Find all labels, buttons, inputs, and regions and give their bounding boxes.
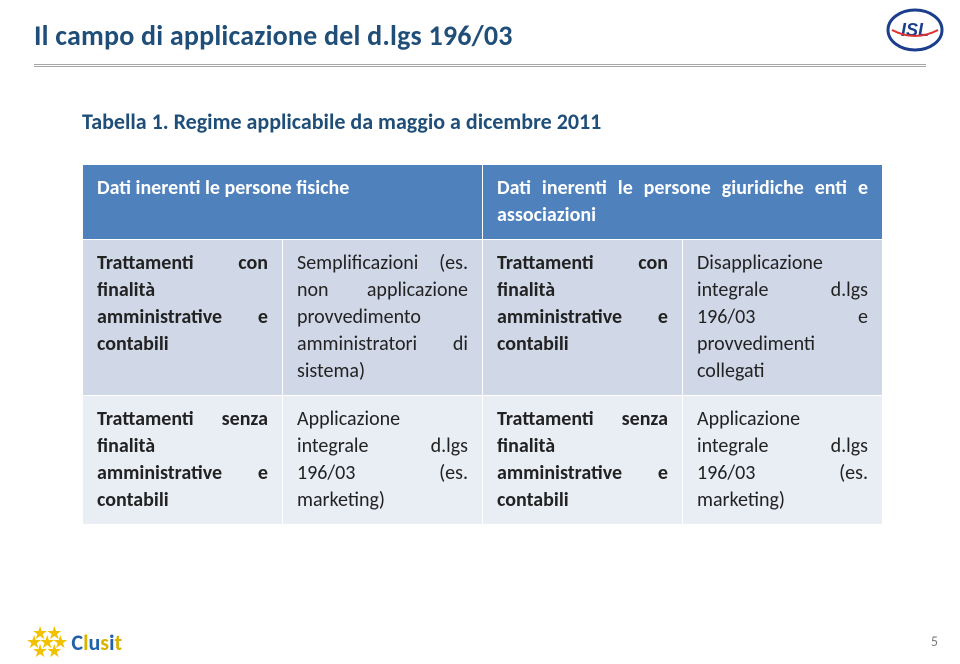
row-label: Trattamenti con finalità amministrative … xyxy=(83,240,283,396)
page-number: 5 xyxy=(931,633,938,650)
slide: Il campo di applicazione del d.lgs 196/0… xyxy=(0,0,960,664)
isl-logo: ISL xyxy=(886,8,944,52)
row-label-right: Trattamenti senza finalità amministrativ… xyxy=(483,396,683,525)
row-label: Trattamenti senza finalità amministrativ… xyxy=(83,396,283,525)
table-row: Trattamenti con finalità amministrative … xyxy=(83,240,883,396)
row-value-right: Disapplicazione integrale d.lgs 196/03 e… xyxy=(683,240,883,396)
clusit-text: Clusit xyxy=(71,629,122,656)
clusit-stars: ★ ★ ★★★ ★ ★ xyxy=(26,629,65,656)
table-header-row: Dati inerenti le persone fisiche Dati in… xyxy=(83,165,883,240)
clusit-logo: ★ ★ ★★★ ★ ★ Clusit xyxy=(26,629,122,656)
applicability-table: Dati inerenti le persone fisiche Dati in… xyxy=(82,164,883,525)
row-label-right: Trattamenti con finalità amministrative … xyxy=(483,240,683,396)
header-left: Dati inerenti le persone fisiche xyxy=(83,165,483,240)
row-value-left: Semplificazioni (es. non applicazione pr… xyxy=(283,240,483,396)
row-value-right: Applicazione integrale d.lgs 196/03 (es.… xyxy=(683,396,883,525)
title-underline xyxy=(34,64,926,67)
table-caption: Tabella 1. Regime applicabile da maggio … xyxy=(82,108,601,135)
page-title: Il campo di applicazione del d.lgs 196/0… xyxy=(34,18,513,53)
row-value-left: Applicazione integrale d.lgs 196/03 (es.… xyxy=(283,396,483,525)
header-right: Dati inerenti le persone giuridiche enti… xyxy=(483,165,883,240)
table-row: Trattamenti senza finalità amministrativ… xyxy=(83,396,883,525)
